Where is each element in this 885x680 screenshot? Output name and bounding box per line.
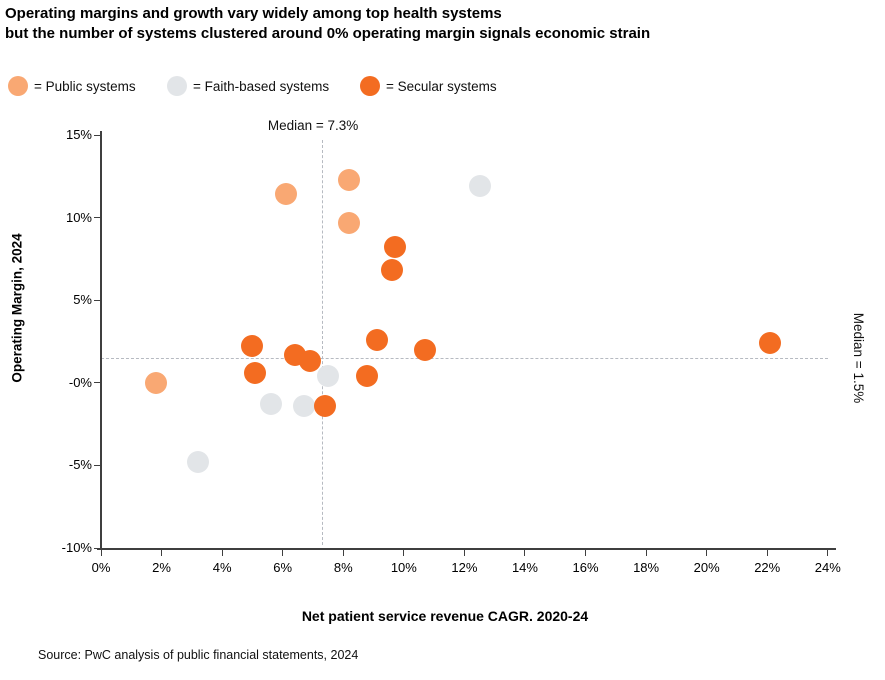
median-x-line — [322, 140, 324, 545]
y-axis-title: Operating Margin, 2024 — [9, 233, 25, 383]
legend-swatch-icon — [167, 76, 187, 96]
data-point-faith-based-systems — [317, 365, 340, 388]
x-axis-tick — [706, 549, 708, 556]
data-point-faith-based-systems — [259, 393, 282, 416]
y-axis-tick-label: 10% — [65, 209, 92, 225]
legend-item: = Public systems — [8, 76, 136, 96]
x-axis-tick-label: 18% — [633, 560, 660, 575]
data-point-public-systems — [274, 183, 297, 206]
data-point-secular-systems — [365, 328, 388, 351]
data-point-secular-systems — [314, 394, 337, 417]
y-axis-tick — [94, 217, 101, 219]
x-axis-tick — [221, 549, 223, 556]
x-axis-tick-label: 4% — [212, 560, 232, 575]
legend-swatch-icon — [8, 76, 28, 96]
x-axis-line — [97, 548, 836, 550]
median-y-label: Median = 1.5% — [851, 312, 866, 404]
legend-label: = Secular systems — [386, 78, 497, 94]
median-x-label: Median = 7.3% — [267, 118, 359, 133]
y-axis-tick-label: 15% — [65, 127, 92, 142]
source-note: Source: PwC analysis of public financial… — [38, 648, 359, 662]
y-axis-tick — [94, 464, 101, 466]
data-point-secular-systems — [759, 332, 782, 355]
chart-title: Operating margins and growth vary widely… — [5, 4, 650, 44]
x-axis-tick-label: 24% — [814, 560, 841, 575]
x-axis-tick-label: 22% — [754, 560, 781, 575]
data-point-secular-systems — [241, 335, 264, 358]
y-axis-line — [100, 131, 102, 548]
x-axis-tick — [766, 549, 768, 556]
legend-label: = Public systems — [34, 78, 136, 94]
data-point-faith-based-systems — [468, 175, 491, 198]
x-axis-tick — [645, 549, 647, 556]
y-axis-tick — [94, 134, 101, 136]
x-axis-tick-label: 16% — [572, 560, 599, 575]
legend-item: = Secular systems — [360, 76, 497, 96]
x-axis-tick-label: 14% — [511, 560, 538, 575]
data-point-public-systems — [144, 371, 167, 394]
y-axis-tick — [94, 299, 101, 301]
chart-title-line1: Operating margins and growth vary widely… — [5, 5, 502, 22]
x-axis-tick-label: 20% — [693, 560, 720, 575]
data-point-secular-systems — [356, 365, 379, 388]
x-axis-title: Net patient service revenue CAGR. 2020-2… — [301, 608, 589, 624]
x-axis-tick — [403, 549, 405, 556]
y-axis-tick — [94, 382, 101, 384]
y-axis-tick-label: 5% — [73, 292, 92, 308]
y-axis-tick-label: -0% — [68, 374, 92, 390]
chart-title-line2: but the number of systems clustered arou… — [5, 25, 651, 42]
x-axis-tick — [100, 549, 102, 556]
legend-swatch-icon — [360, 76, 380, 96]
data-point-public-systems — [338, 211, 361, 234]
x-axis-tick-label: 2% — [152, 560, 171, 575]
x-axis-tick-label: 8% — [333, 560, 353, 575]
x-axis-tick — [827, 549, 829, 556]
x-axis-tick-label: 6% — [273, 560, 293, 575]
x-axis-tick — [161, 549, 163, 556]
x-axis-tick — [463, 549, 465, 556]
data-point-secular-systems — [298, 350, 321, 373]
median-y-line — [101, 358, 828, 360]
x-axis-tick-label: 0% — [91, 560, 111, 575]
x-axis-tick — [342, 549, 344, 556]
data-point-secular-systems — [244, 361, 267, 384]
legend-label: = Faith-based systems — [193, 78, 330, 94]
x-axis-tick-label: 10% — [390, 560, 417, 575]
y-axis-tick-label: -10% — [61, 540, 92, 555]
x-axis-tick — [524, 549, 526, 556]
x-axis-tick-label: 12% — [451, 560, 478, 575]
x-axis-tick — [585, 549, 587, 556]
legend-item: = Faith-based systems — [167, 76, 329, 96]
data-point-public-systems — [338, 168, 361, 191]
data-point-secular-systems — [383, 236, 406, 259]
y-axis-tick-label: -5% — [68, 457, 92, 473]
data-point-faith-based-systems — [186, 451, 209, 474]
x-axis-tick — [282, 549, 284, 556]
data-point-secular-systems — [414, 338, 437, 361]
data-point-faith-based-systems — [292, 394, 315, 417]
y-axis-tick — [94, 547, 101, 549]
data-point-secular-systems — [380, 259, 403, 282]
